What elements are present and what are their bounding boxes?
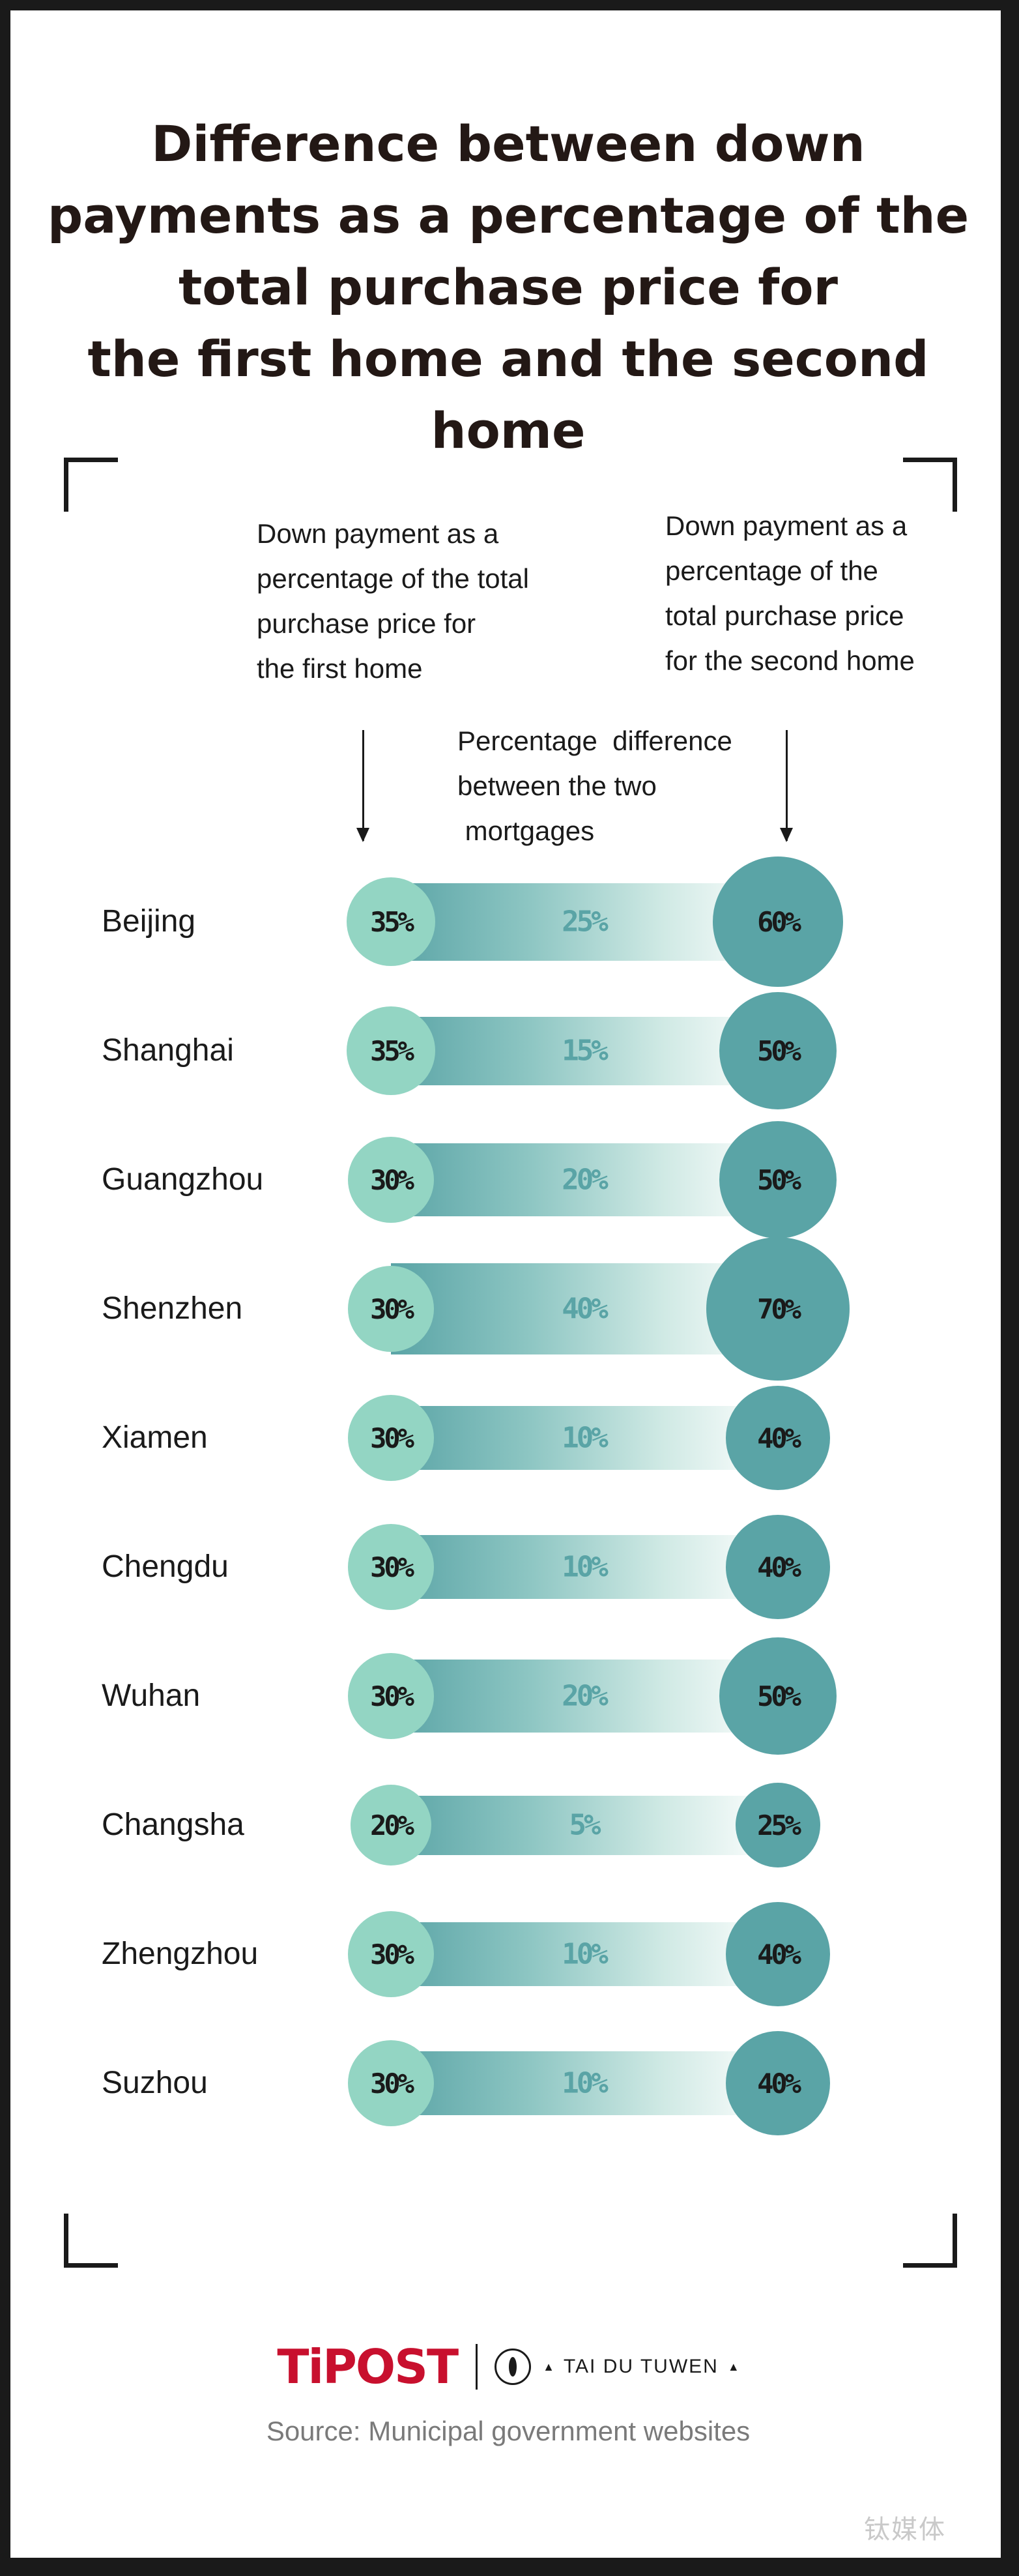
second-home-circle: 40% <box>726 1902 830 2006</box>
header-second-line-2: percentage of the <box>665 555 878 586</box>
difference-value: 20% <box>562 1163 609 1197</box>
second-home-circle: 50% <box>719 1121 837 1238</box>
header-first-line-3: purchase price for <box>257 608 476 639</box>
difference-value: 15% <box>562 1034 609 1068</box>
first-home-circle: 30% <box>348 1395 434 1481</box>
difference-value: 10% <box>562 1550 609 1584</box>
first-home-circle: 30% <box>348 1137 434 1223</box>
header-diff-line-1: Percentage difference <box>457 725 732 756</box>
city-label: Shenzhen <box>102 1291 243 1326</box>
second-home-circle: 25% <box>736 1783 820 1867</box>
first-home-circle: 30% <box>348 1524 434 1610</box>
title-line-2: payments as a percentage of the <box>47 186 969 244</box>
second-home-circle: 40% <box>726 1515 830 1619</box>
infographic-card: Difference between down payments as a pe… <box>8 8 1003 2560</box>
brand-divider <box>476 2344 478 2390</box>
first-home-circle: 30% <box>348 1653 434 1739</box>
corner-bracket-bottom-right <box>903 2214 957 2268</box>
city-label: Xiamen <box>102 1420 208 1455</box>
difference-band <box>391 2051 778 2115</box>
first-home-circle: 20% <box>351 1785 431 1866</box>
header-diff-line-2: between the two <box>457 770 657 801</box>
title-line-1: Difference between down <box>151 115 865 173</box>
second-home-circle: 50% <box>719 1637 837 1755</box>
header-second-line-3: total purchase price <box>665 600 904 631</box>
difference-value: 10% <box>562 2066 609 2100</box>
difference-band <box>391 1795 778 1855</box>
city-label: Guangzhou <box>102 1162 264 1197</box>
difference-value: 20% <box>562 1679 609 1713</box>
first-home-circle: 30% <box>348 2040 434 2126</box>
city-label: Shanghai <box>102 1033 234 1068</box>
brand-bar: TiPOST ▲ TAI DU TUWEN ▲ <box>10 2337 1001 2396</box>
second-home-circle: 60% <box>713 856 843 987</box>
header-first-line-2: percentage of the total <box>257 563 529 594</box>
difference-band <box>391 1660 778 1733</box>
header-diff-line-3: mortgages <box>457 815 595 846</box>
header-second-line-1: Down payment as a <box>665 510 908 541</box>
column-header-difference: Percentage difference between the two mo… <box>457 718 770 853</box>
city-label: Chengdu <box>102 1549 229 1584</box>
first-home-circle: 30% <box>348 1266 434 1352</box>
arrow-down-icon <box>780 730 793 842</box>
corner-bracket-top-right <box>903 458 957 512</box>
source-note: Source: Municipal government websites <box>266 2416 751 2446</box>
difference-value: 40% <box>562 1292 609 1326</box>
page-title: Difference between down payments as a pe… <box>10 108 1001 467</box>
city-label: Beijing <box>102 904 196 939</box>
eye-logo-icon <box>495 2349 532 2385</box>
corner-bracket-top-left <box>64 458 118 512</box>
city-label: Changsha <box>102 1808 244 1842</box>
header-first-line-1: Down payment as a <box>257 518 499 549</box>
column-header-second-home: Down payment as a percentage of the tota… <box>665 503 978 683</box>
first-home-circle: 35% <box>347 877 435 966</box>
corner-bracket-bottom-left <box>64 2214 118 2268</box>
difference-band <box>391 1143 778 1216</box>
first-home-circle: 35% <box>347 1006 435 1095</box>
difference-value: 10% <box>562 1421 609 1455</box>
difference-band <box>391 1535 778 1599</box>
city-label: Wuhan <box>102 1678 201 1713</box>
title-line-3: total purchase price for <box>178 258 839 316</box>
difference-value: 25% <box>562 905 609 939</box>
city-label: Zhengzhou <box>102 1937 259 1971</box>
column-header-first-home: Down payment as a percentage of the tota… <box>257 511 596 691</box>
tai-du-tuwen-label: TAI DU TUWEN <box>563 2356 719 2377</box>
header-first-line-4: the first home <box>257 653 423 684</box>
difference-band <box>391 1922 778 1986</box>
triangle-icon: ▲ <box>543 2360 554 2373</box>
second-home-circle: 40% <box>726 1386 830 1490</box>
title-line-4: the first home and the second home <box>87 330 929 460</box>
second-home-circle: 40% <box>726 2031 830 2135</box>
header-second-line-4: for the second home <box>665 645 915 676</box>
city-label: Suzhou <box>102 2066 208 2100</box>
difference-value: 5% <box>569 1808 601 1842</box>
difference-band <box>391 1406 778 1470</box>
tipost-logo: TiPOST <box>277 2339 459 2394</box>
second-home-circle: 50% <box>719 992 837 1109</box>
first-home-circle: 30% <box>348 1911 434 1997</box>
watermark: 钛媒体 <box>864 2515 946 2544</box>
arrow-down-icon <box>356 730 369 842</box>
chart-rows: Beijing 25% 35% 60% Shanghai 15% 35% 50% Guangzh… <box>10 10 1001 2227</box>
difference-band <box>391 1016 778 1085</box>
second-home-circle: 70% <box>706 1237 850 1381</box>
triangle-icon: ▲ <box>727 2360 739 2373</box>
difference-value: 10% <box>562 1937 609 1971</box>
